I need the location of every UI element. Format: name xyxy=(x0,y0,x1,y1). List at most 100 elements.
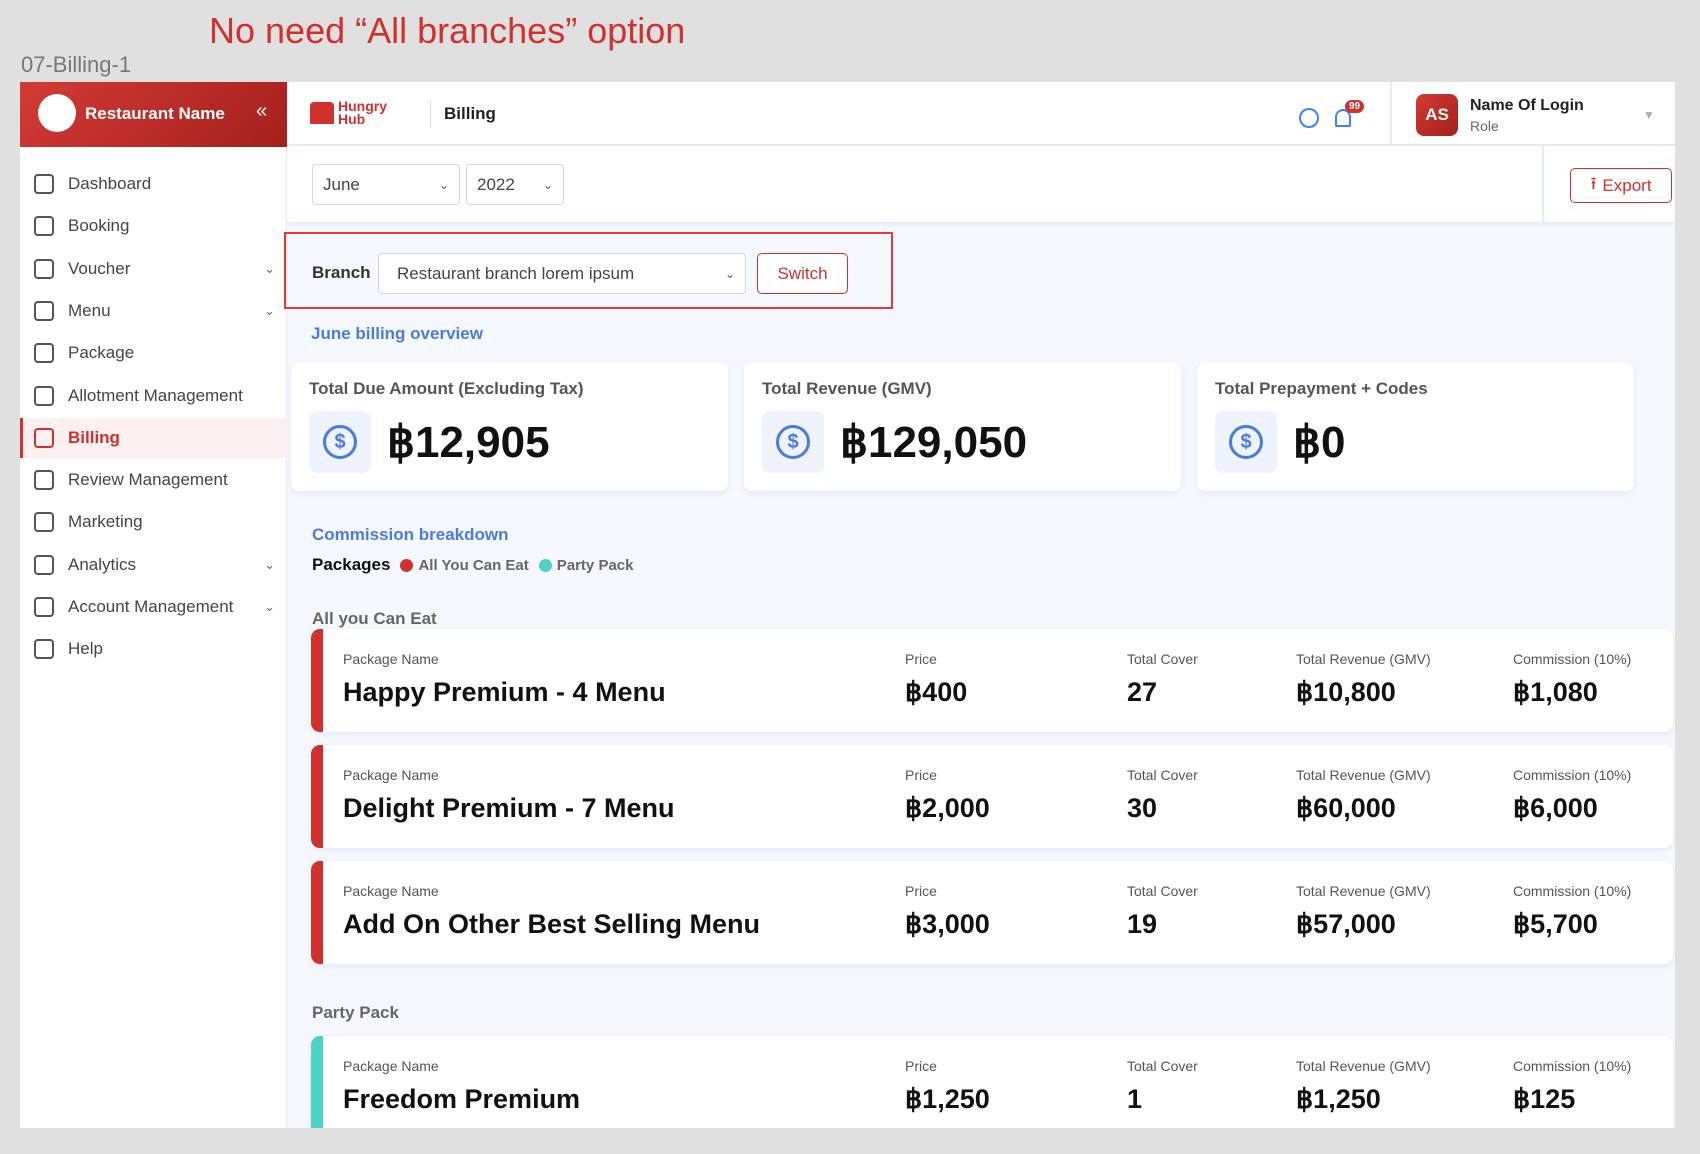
bell-icon[interactable] xyxy=(1335,109,1351,127)
column-label-revenue: Total Revenue (GMV) xyxy=(1296,651,1431,667)
sidebar-item-label: Review Management xyxy=(68,470,228,490)
user-menu-caret-icon[interactable]: ▼ xyxy=(1643,108,1655,122)
column-label-cover: Total Cover xyxy=(1127,651,1198,667)
column-label-price: Price xyxy=(905,1058,937,1074)
frame-label: 07-Billing-1 xyxy=(21,52,132,77)
column-label-name: Package Name xyxy=(343,1058,439,1074)
notification-badge: 99 xyxy=(1345,100,1365,113)
summary-card-title: Total Prepayment + Codes xyxy=(1215,379,1428,398)
divider xyxy=(430,100,431,128)
package-cover: 1 xyxy=(1127,1084,1143,1114)
package-name: Happy Premium - 4 Menu xyxy=(343,677,666,707)
summary-card: Total Due Amount (Excluding Tax) $ ฿12,905 xyxy=(291,363,728,491)
package-type-bar xyxy=(311,861,323,964)
dollar-icon: $ xyxy=(762,411,824,473)
export-label: Export xyxy=(1602,175,1652,195)
month-select[interactable]: June ⌄ xyxy=(312,164,460,205)
calendar-icon xyxy=(34,385,54,406)
package-name: Freedom Premium xyxy=(343,1084,581,1114)
summary-card-value: ฿0 xyxy=(1293,418,1346,467)
package-type-bar xyxy=(311,629,323,732)
package-cover: 19 xyxy=(1127,909,1158,939)
chat-icon xyxy=(34,470,54,491)
sidebar-item-review-management[interactable]: Review Management xyxy=(20,460,287,500)
legend: Packages All You Can Eat Party Pack xyxy=(312,555,633,575)
sidebar-item-label: Allotment Management xyxy=(68,385,243,405)
column-label-revenue: Total Revenue (GMV) xyxy=(1296,1058,1431,1074)
group-title: Party Pack xyxy=(312,1003,399,1022)
chevron-down-icon: ⌄ xyxy=(724,266,735,281)
sidebar-item-billing[interactable]: Billing xyxy=(20,417,287,458)
sidebar-item-allotment-management[interactable]: Allotment Management xyxy=(20,376,287,416)
legend-dot-all-you-can-eat xyxy=(400,558,414,572)
sidebar-item-help[interactable]: Help xyxy=(20,629,287,669)
ticket-icon xyxy=(34,258,54,279)
sidebar-item-menu[interactable]: Menu ⌄ xyxy=(20,291,287,331)
sidebar-header: Restaurant Name « xyxy=(20,82,287,147)
chevron-down-icon[interactable]: ⌄ xyxy=(264,599,275,614)
sidebar-item-label: Marketing xyxy=(68,512,143,532)
column-label-price: Price xyxy=(905,767,937,783)
chevron-down-icon[interactable]: ⌄ xyxy=(264,260,275,276)
user-name[interactable]: Name Of Login xyxy=(1470,97,1584,114)
branch-value: Restaurant branch lorem ipsum xyxy=(397,263,635,283)
package-name: Add On Other Best Selling Menu xyxy=(343,909,761,939)
package-commission: ฿125 xyxy=(1513,1084,1576,1114)
collapse-sidebar-icon[interactable]: « xyxy=(256,100,268,122)
package-price: ฿3,000 xyxy=(905,909,990,939)
logo-text-2: Hub xyxy=(338,111,366,127)
chevron-down-icon[interactable]: ⌄ xyxy=(264,556,275,572)
user-role: Role xyxy=(1470,118,1499,134)
logo-text-1: Hungry xyxy=(338,98,387,114)
column-label-name: Package Name xyxy=(343,883,439,899)
clipboard-icon xyxy=(34,216,54,237)
sidebar-item-voucher[interactable]: Voucher ⌄ xyxy=(20,249,287,289)
chevron-down-icon: ⌄ xyxy=(542,177,553,192)
avatar[interactable]: AS xyxy=(1416,94,1458,136)
restaurant-logo xyxy=(38,94,76,132)
search-icon[interactable] xyxy=(1299,108,1319,128)
package-row: Package Name Happy Premium - 4 Menu Price ฿… xyxy=(311,629,1673,732)
branch-label: Branch xyxy=(312,263,371,282)
package-cover: 27 xyxy=(1127,677,1158,707)
chart-icon xyxy=(34,554,54,575)
dollar-icon: $ xyxy=(309,411,371,473)
package-revenue: ฿1,250 xyxy=(1296,1084,1381,1114)
chevron-down-icon: ⌄ xyxy=(438,177,449,192)
summary-card-title: Total Revenue (GMV) xyxy=(762,379,932,398)
package-commission: ฿6,000 xyxy=(1513,793,1598,823)
package-row: Package Name Add On Other Best Selling Me… xyxy=(311,861,1673,964)
filter-bar: June ⌄ 2022 ⌄ ⭱ Export xyxy=(287,146,1675,222)
packages-label: Packages xyxy=(312,555,391,574)
sidebar-item-label: Analytics xyxy=(68,554,137,574)
package-row: Package Name Delight Premium - 7 Menu Pric… xyxy=(311,745,1673,848)
chevron-down-icon[interactable]: ⌄ xyxy=(264,302,275,318)
summary-card-value: ฿12,905 xyxy=(387,418,550,467)
column-label-commission: Commission (10%) xyxy=(1513,1058,1632,1074)
branch-select[interactable]: Restaurant branch lorem ipsum ⌄ xyxy=(378,253,746,294)
sidebar-item-booking[interactable]: Booking xyxy=(20,206,287,246)
group-title: All you Can Eat xyxy=(312,609,437,628)
column-label-name: Package Name xyxy=(343,651,439,667)
switch-button[interactable]: Switch xyxy=(757,253,848,294)
annotation-note: No need “All branches” option xyxy=(209,10,686,51)
upload-icon: ⭱ xyxy=(1590,174,1597,193)
branch-highlight-annotation xyxy=(284,232,893,309)
legend-label: Party Pack xyxy=(556,556,634,574)
year-select[interactable]: 2022 ⌄ xyxy=(466,164,564,205)
export-button[interactable]: ⭱ Export xyxy=(1570,168,1672,203)
restaurant-name: Restaurant Name xyxy=(85,104,225,123)
year-value: 2022 xyxy=(477,174,515,194)
sidebar-item-dashboard[interactable]: Dashboard xyxy=(20,164,287,204)
column-label-commission: Commission (10%) xyxy=(1513,767,1632,783)
sidebar-item-label: Voucher xyxy=(68,258,131,278)
billing-icon xyxy=(34,427,54,448)
column-label-cover: Total Cover xyxy=(1127,883,1198,899)
sidebar-item-account-management[interactable]: Account Management ⌄ xyxy=(20,587,287,627)
sidebar-item-label: Billing xyxy=(68,427,120,447)
sidebar-item-analytics[interactable]: Analytics ⌄ xyxy=(20,545,287,585)
sidebar-item-marketing[interactable]: Marketing xyxy=(20,502,287,542)
sidebar-item-label: Package xyxy=(68,343,135,363)
sidebar-item-package[interactable]: Package xyxy=(20,333,287,373)
package-revenue: ฿57,000 xyxy=(1296,909,1396,939)
